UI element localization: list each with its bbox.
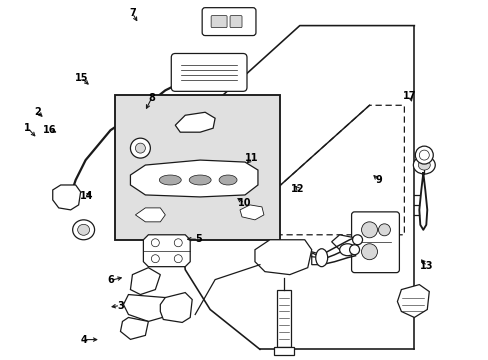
Circle shape [174, 255, 182, 263]
Polygon shape [143, 235, 190, 267]
Text: 8: 8 [148, 93, 155, 103]
Text: 14: 14 [79, 191, 93, 201]
Text: 3: 3 [117, 301, 123, 311]
Circle shape [135, 143, 145, 153]
Text: 6: 6 [107, 275, 114, 285]
Polygon shape [130, 160, 258, 197]
Text: 17: 17 [403, 91, 416, 101]
Circle shape [361, 222, 377, 238]
Ellipse shape [315, 249, 327, 267]
Circle shape [352, 235, 362, 245]
Text: 4: 4 [80, 334, 87, 345]
Polygon shape [53, 185, 81, 210]
Circle shape [62, 187, 79, 203]
FancyBboxPatch shape [211, 15, 226, 28]
Circle shape [378, 224, 389, 236]
Circle shape [361, 244, 377, 260]
Ellipse shape [417, 160, 429, 170]
Circle shape [414, 146, 432, 164]
Bar [273, 347, 293, 355]
Text: 12: 12 [291, 184, 304, 194]
Circle shape [419, 150, 428, 160]
Polygon shape [120, 318, 148, 339]
Ellipse shape [219, 175, 237, 185]
Text: 15: 15 [74, 73, 88, 83]
FancyBboxPatch shape [351, 212, 399, 273]
Polygon shape [331, 235, 354, 250]
Ellipse shape [339, 244, 355, 256]
Circle shape [151, 255, 159, 263]
Polygon shape [311, 253, 321, 265]
FancyBboxPatch shape [229, 15, 242, 28]
FancyBboxPatch shape [202, 8, 255, 36]
Text: 1: 1 [24, 123, 31, 133]
Text: 10: 10 [237, 198, 251, 208]
Circle shape [66, 191, 75, 199]
Ellipse shape [159, 175, 181, 185]
Text: 9: 9 [374, 175, 381, 185]
Polygon shape [254, 240, 311, 275]
Polygon shape [135, 208, 165, 222]
Polygon shape [123, 294, 168, 321]
Circle shape [130, 138, 150, 158]
Polygon shape [397, 285, 428, 318]
Ellipse shape [73, 220, 94, 240]
Text: 2: 2 [34, 107, 41, 117]
Polygon shape [175, 112, 215, 132]
Bar [115, 95, 279, 240]
Text: 7: 7 [129, 8, 136, 18]
FancyBboxPatch shape [171, 54, 246, 91]
Text: 16: 16 [43, 125, 56, 135]
Text: 11: 11 [244, 153, 258, 163]
Bar [276, 289, 290, 347]
Polygon shape [160, 293, 192, 323]
Polygon shape [130, 268, 160, 294]
Polygon shape [240, 205, 264, 220]
Ellipse shape [189, 175, 211, 185]
Circle shape [151, 239, 159, 247]
Circle shape [174, 239, 182, 247]
Ellipse shape [78, 224, 89, 235]
Text: 5: 5 [194, 234, 201, 244]
Text: 13: 13 [420, 261, 433, 271]
Ellipse shape [412, 156, 434, 174]
Circle shape [349, 245, 359, 255]
